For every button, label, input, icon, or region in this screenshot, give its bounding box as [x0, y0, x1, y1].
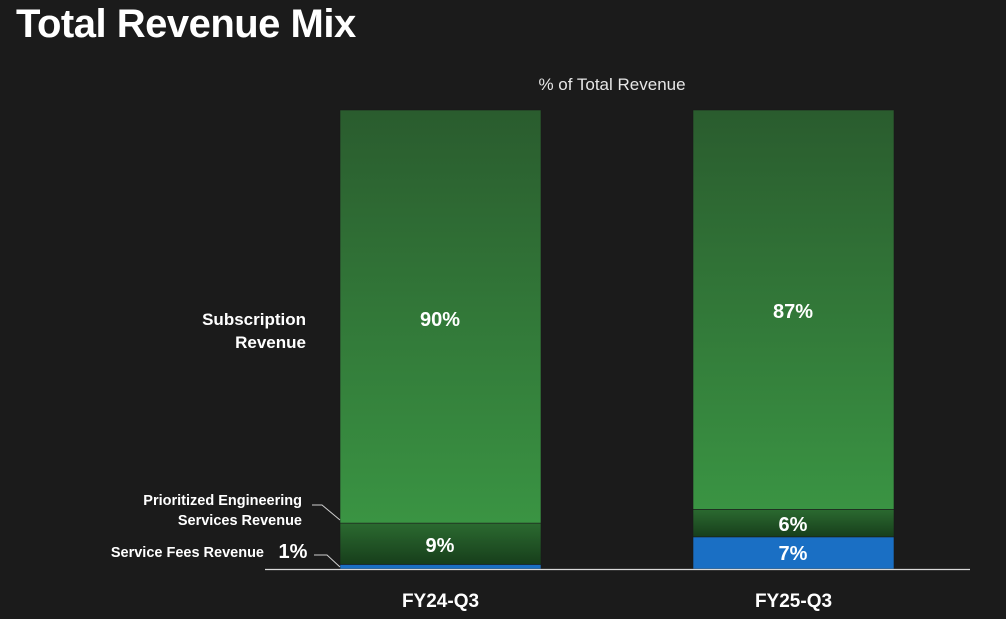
- data-label-service-fees-revenue-fy25-q3: 7%: [779, 543, 808, 565]
- data-label-prioritized-engineering-services-revenue-fy24-q3: 9%: [426, 535, 455, 557]
- data-label-subscription-revenue-fy24-q3: 90%: [420, 309, 460, 331]
- leader-line-service-fees: [314, 554, 341, 568]
- chart-subtitle: % of Total Revenue: [538, 75, 685, 94]
- bar-subscription-revenue-fy24-q3: [339, 109, 542, 524]
- bar-subscription-revenue-fy25-q3: [692, 109, 895, 510]
- slide-title: Total Revenue Mix: [16, 2, 356, 46]
- data-label-subscription-revenue-fy25-q3: 87%: [773, 301, 813, 323]
- series-label-subscription-revenue: Subscription Revenue: [202, 310, 306, 352]
- bar-service-fees-revenue-fy24-q3: [339, 564, 542, 570]
- series-label-prioritized-engineering-services-revenue: Prioritized Engineering Services Revenue: [143, 493, 302, 529]
- x-tick-label-fy24-q3: FY24-Q3: [402, 591, 479, 612]
- leader-line-prioritized-engineering: [312, 504, 341, 521]
- data-label-service-fees-revenue-fy24-q3: 1%: [279, 541, 308, 563]
- bar-prioritized-engineering-services-revenue-fy25-q3: [692, 509, 895, 538]
- data-label-prioritized-engineering-services-revenue-fy25-q3: 6%: [779, 514, 808, 536]
- bar-prioritized-engineering-services-revenue-fy24-q3: [339, 522, 542, 565]
- x-tick-label-fy25-q3: FY25-Q3: [755, 591, 832, 612]
- series-label-service-fees-revenue: Service Fees Revenue: [111, 545, 264, 561]
- bar-service-fees-revenue-fy25-q3: [692, 536, 895, 570]
